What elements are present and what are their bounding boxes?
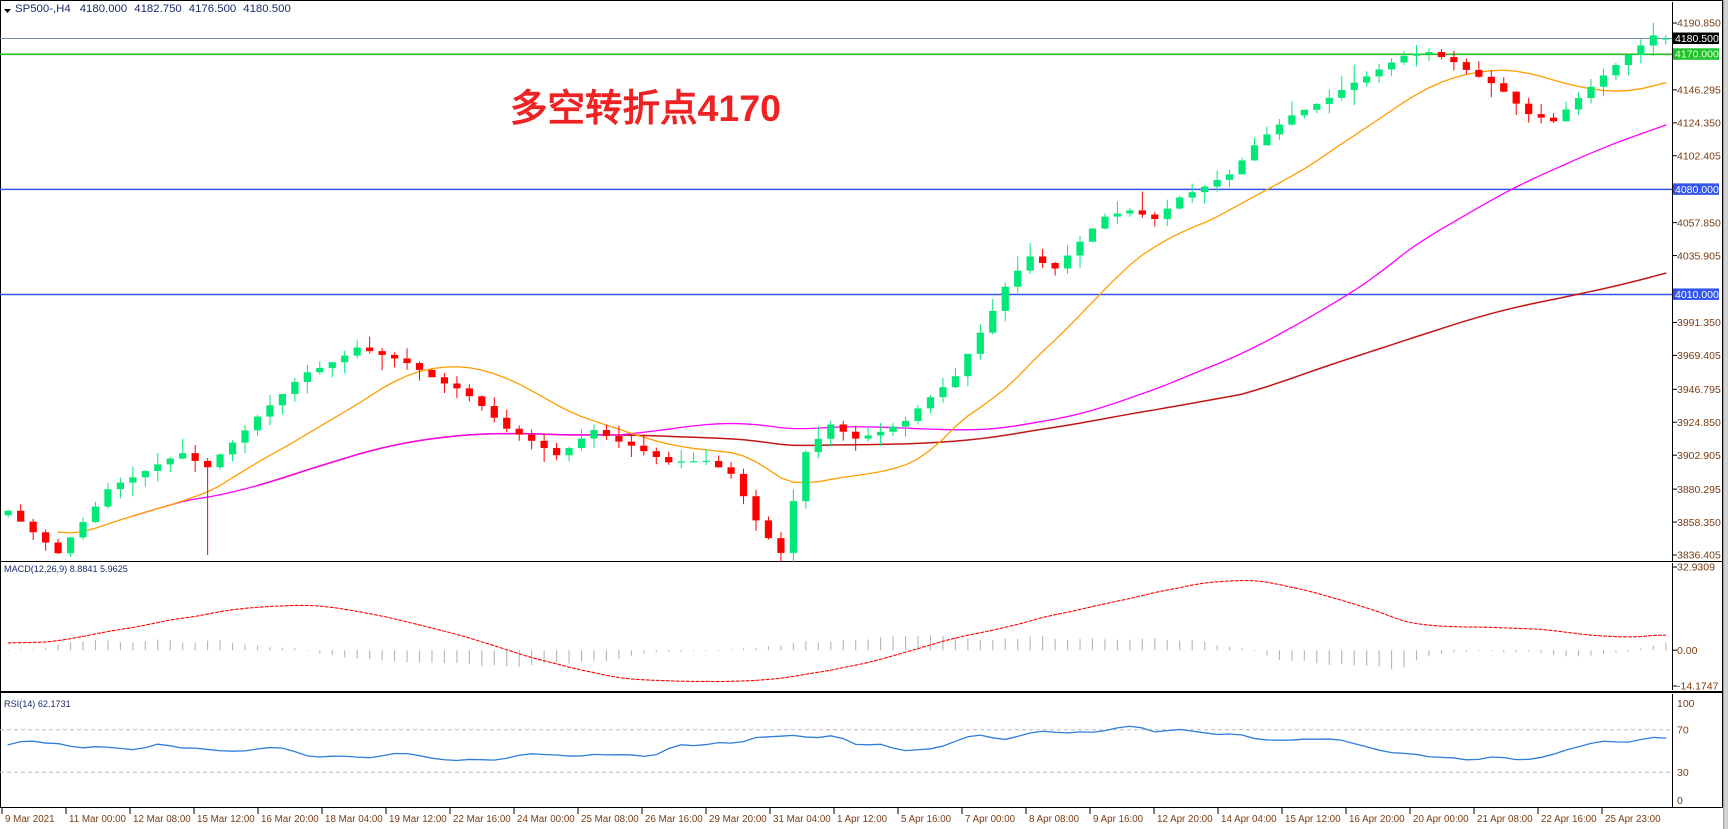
svg-text:0.00: 0.00 bbox=[1677, 645, 1698, 657]
svg-text:4035.905: 4035.905 bbox=[1677, 250, 1721, 262]
svg-text:14 Apr 04:00: 14 Apr 04:00 bbox=[1221, 814, 1277, 825]
svg-text:15 Mar 12:00: 15 Mar 12:00 bbox=[197, 814, 255, 825]
svg-text:20 Apr 00:00: 20 Apr 00:00 bbox=[1413, 814, 1469, 825]
svg-text:22 Mar 16:00: 22 Mar 16:00 bbox=[453, 814, 511, 825]
svg-text:4170.000: 4170.000 bbox=[1675, 49, 1719, 61]
svg-text:3902.905: 3902.905 bbox=[1677, 450, 1721, 462]
svg-text:21 Apr 08:00: 21 Apr 08:00 bbox=[1477, 814, 1533, 825]
svg-text:3836.405: 3836.405 bbox=[1677, 550, 1721, 562]
svg-text:26 Mar 16:00: 26 Mar 16:00 bbox=[645, 814, 703, 825]
svg-text:25 Mar 08:00: 25 Mar 08:00 bbox=[581, 814, 639, 825]
svg-text:22 Apr 16:00: 22 Apr 16:00 bbox=[1541, 814, 1597, 825]
svg-text:70: 70 bbox=[1677, 725, 1689, 737]
svg-text:3880.295: 3880.295 bbox=[1677, 484, 1721, 496]
svg-text:29 Mar 20:00: 29 Mar 20:00 bbox=[709, 814, 767, 825]
svg-text:15 Apr 12:00: 15 Apr 12:00 bbox=[1285, 814, 1341, 825]
svg-text:4190.850: 4190.850 bbox=[1677, 18, 1721, 30]
svg-text:3858.350: 3858.350 bbox=[1677, 517, 1721, 529]
svg-text:12 Apr 20:00: 12 Apr 20:00 bbox=[1157, 814, 1213, 825]
svg-text:11 Mar 00:00: 11 Mar 00:00 bbox=[69, 814, 127, 825]
svg-text:4124.350: 4124.350 bbox=[1677, 118, 1721, 130]
svg-text:32.9309: 32.9309 bbox=[1677, 562, 1715, 574]
svg-text:12 Mar 08:00: 12 Mar 08:00 bbox=[133, 814, 191, 825]
svg-text:25 Apr 23:00: 25 Apr 23:00 bbox=[1605, 814, 1661, 825]
svg-text:4057.850: 4057.850 bbox=[1677, 217, 1721, 229]
svg-text:31 Mar 04:00: 31 Mar 04:00 bbox=[773, 814, 831, 825]
svg-text:4010.000: 4010.000 bbox=[1675, 289, 1719, 301]
svg-text:16 Mar 20:00: 16 Mar 20:00 bbox=[261, 814, 319, 825]
svg-text:30: 30 bbox=[1677, 767, 1689, 779]
svg-text:4146.295: 4146.295 bbox=[1677, 85, 1721, 97]
svg-text:9 Mar 2021: 9 Mar 2021 bbox=[5, 814, 55, 825]
svg-text:3924.850: 3924.850 bbox=[1677, 417, 1721, 429]
svg-text:16 Apr 20:00: 16 Apr 20:00 bbox=[1349, 814, 1405, 825]
svg-text:3946.795: 3946.795 bbox=[1677, 384, 1721, 396]
svg-text:18 Mar 04:00: 18 Mar 04:00 bbox=[325, 814, 383, 825]
svg-text:7 Apr 00:00: 7 Apr 00:00 bbox=[965, 814, 1016, 825]
svg-text:3969.405: 3969.405 bbox=[1677, 350, 1721, 362]
svg-text:4102.405: 4102.405 bbox=[1677, 150, 1721, 162]
svg-text:19 Mar 12:00: 19 Mar 12:00 bbox=[389, 814, 447, 825]
svg-text:5 Apr 16:00: 5 Apr 16:00 bbox=[901, 814, 952, 825]
svg-text:100: 100 bbox=[1677, 698, 1695, 710]
svg-text:3991.350: 3991.350 bbox=[1677, 317, 1721, 329]
svg-text:1 Apr 12:00: 1 Apr 12:00 bbox=[837, 814, 888, 825]
svg-text:0: 0 bbox=[1677, 795, 1683, 807]
svg-text:24 Mar 00:00: 24 Mar 00:00 bbox=[517, 814, 575, 825]
svg-text:4080.000: 4080.000 bbox=[1675, 184, 1719, 196]
svg-text:8 Apr 08:00: 8 Apr 08:00 bbox=[1029, 814, 1080, 825]
svg-text:4180.500: 4180.500 bbox=[1675, 33, 1719, 45]
svg-text:9 Apr 16:00: 9 Apr 16:00 bbox=[1093, 814, 1144, 825]
svg-text:-14.1747: -14.1747 bbox=[1677, 681, 1719, 693]
